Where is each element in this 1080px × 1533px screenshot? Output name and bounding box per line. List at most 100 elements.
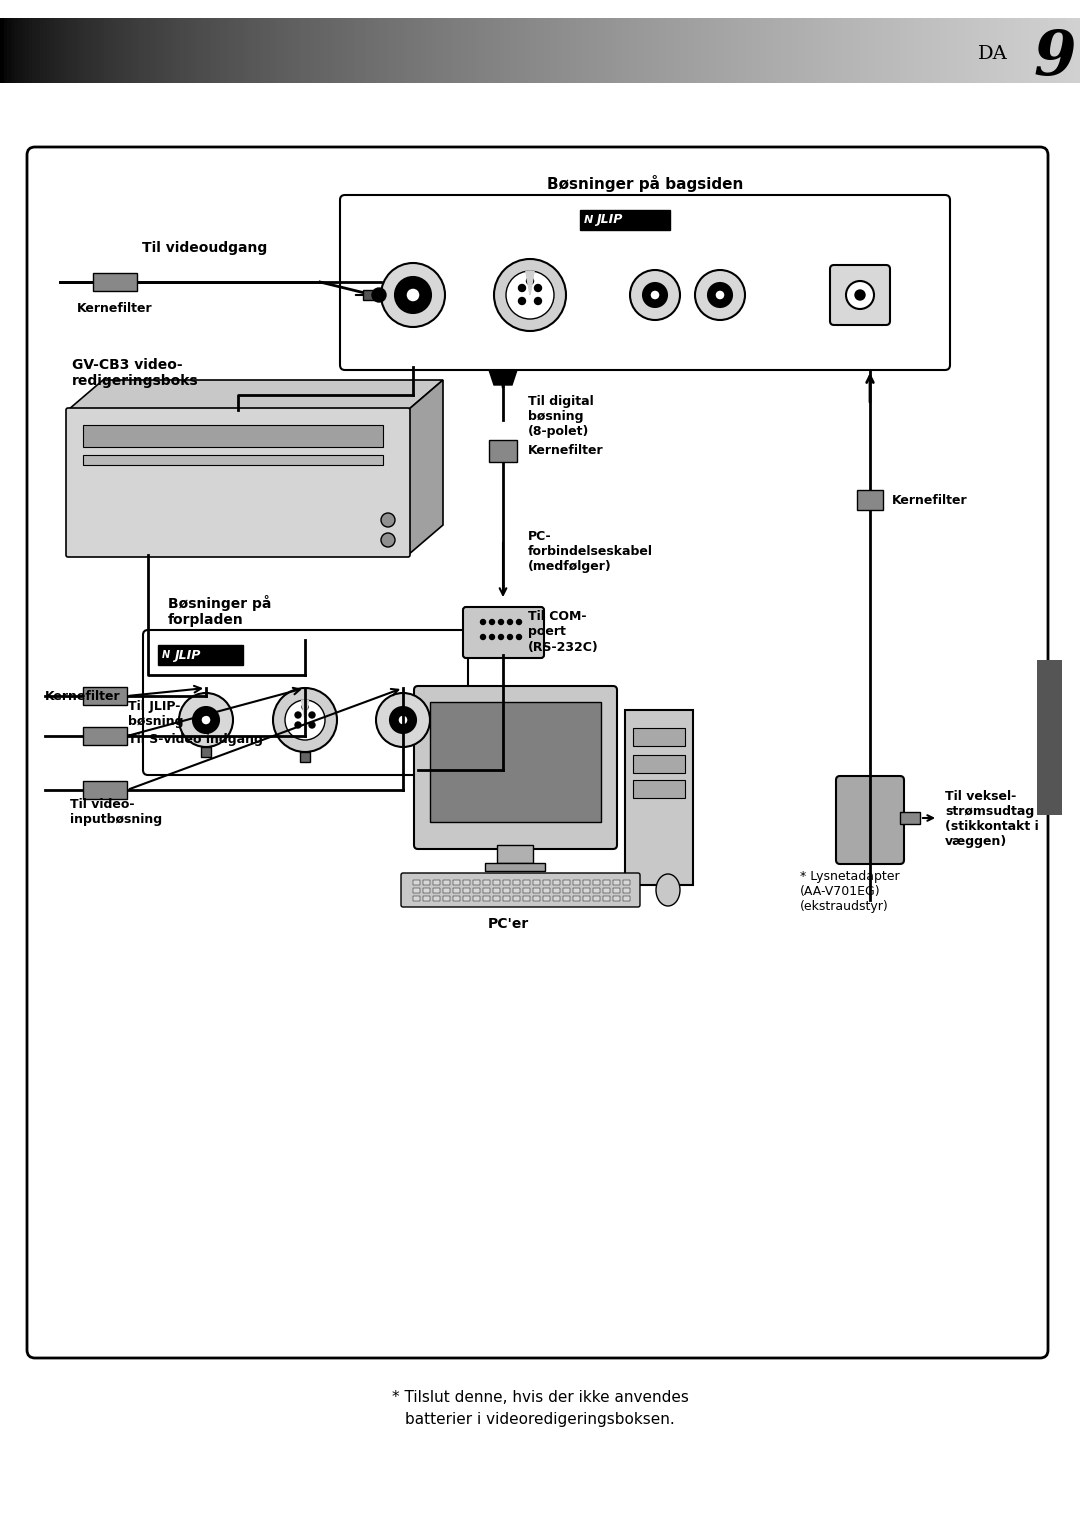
Bar bbox=[423, 880, 430, 885]
Bar bbox=[57, 18, 63, 83]
Circle shape bbox=[481, 635, 486, 639]
Bar bbox=[835, 18, 840, 83]
Bar bbox=[386, 18, 390, 83]
Bar bbox=[1004, 18, 1009, 83]
Bar bbox=[418, 18, 422, 83]
Bar bbox=[867, 18, 873, 83]
Circle shape bbox=[507, 271, 554, 319]
Bar bbox=[302, 18, 307, 83]
Text: Bøsninger på bagsiden: Bøsninger på bagsiden bbox=[546, 175, 743, 192]
Bar bbox=[633, 728, 685, 747]
Bar bbox=[907, 18, 912, 83]
Bar bbox=[349, 18, 354, 83]
Bar bbox=[14, 18, 19, 83]
Bar bbox=[583, 18, 588, 83]
Bar bbox=[353, 18, 357, 83]
Bar bbox=[824, 18, 829, 83]
Bar bbox=[940, 18, 944, 83]
Bar bbox=[921, 18, 927, 83]
Bar bbox=[40, 18, 44, 83]
Text: Til video-
inputbøsning: Til video- inputbøsning bbox=[70, 799, 162, 826]
Bar bbox=[810, 18, 814, 83]
Bar bbox=[68, 18, 73, 83]
Bar bbox=[281, 18, 285, 83]
Bar bbox=[630, 18, 635, 83]
Bar bbox=[62, 18, 66, 83]
Bar bbox=[572, 18, 577, 83]
Bar bbox=[662, 18, 667, 83]
Text: Til JLIP-
bøsning: Til JLIP- bøsning bbox=[129, 701, 184, 728]
Bar bbox=[18, 18, 23, 83]
Bar bbox=[194, 18, 199, 83]
Bar bbox=[485, 863, 545, 871]
Circle shape bbox=[390, 707, 416, 733]
Bar bbox=[625, 710, 693, 885]
Bar bbox=[83, 425, 383, 448]
Bar bbox=[608, 18, 613, 83]
Bar bbox=[432, 18, 436, 83]
Bar bbox=[483, 880, 490, 885]
Bar bbox=[500, 18, 505, 83]
Bar bbox=[1008, 18, 1013, 83]
Bar bbox=[137, 18, 141, 83]
Bar bbox=[889, 18, 894, 83]
Bar bbox=[0, 18, 4, 83]
Bar bbox=[1058, 18, 1063, 83]
Bar bbox=[360, 18, 365, 83]
Bar bbox=[727, 18, 732, 83]
Circle shape bbox=[518, 285, 526, 291]
Bar bbox=[389, 18, 393, 83]
Bar bbox=[580, 18, 584, 83]
Bar bbox=[248, 18, 253, 83]
Bar bbox=[51, 18, 55, 83]
Bar bbox=[724, 18, 728, 83]
Bar bbox=[270, 18, 274, 83]
Bar bbox=[116, 18, 120, 83]
Bar bbox=[597, 18, 603, 83]
Bar bbox=[464, 18, 469, 83]
Circle shape bbox=[650, 290, 660, 300]
Bar bbox=[154, 18, 160, 83]
Bar bbox=[300, 753, 310, 762]
Bar bbox=[446, 18, 451, 83]
Bar bbox=[267, 18, 271, 83]
Circle shape bbox=[643, 284, 667, 307]
Bar bbox=[554, 18, 559, 83]
Bar bbox=[872, 18, 876, 83]
Bar bbox=[929, 18, 933, 83]
Bar bbox=[523, 888, 530, 894]
Bar bbox=[93, 273, 137, 291]
Bar bbox=[32, 18, 37, 83]
Bar bbox=[508, 18, 512, 83]
Bar bbox=[548, 18, 552, 83]
Bar bbox=[299, 18, 303, 83]
Bar bbox=[969, 18, 973, 83]
Bar bbox=[781, 18, 786, 83]
Bar bbox=[818, 18, 822, 83]
Bar bbox=[802, 18, 808, 83]
Bar bbox=[926, 18, 930, 83]
Bar bbox=[1072, 18, 1078, 83]
Bar bbox=[986, 18, 991, 83]
Bar bbox=[461, 18, 465, 83]
Bar bbox=[828, 18, 833, 83]
Bar bbox=[583, 895, 590, 901]
Bar bbox=[234, 18, 239, 83]
Bar bbox=[111, 18, 117, 83]
Bar bbox=[198, 18, 203, 83]
Circle shape bbox=[846, 281, 874, 310]
Bar bbox=[886, 18, 890, 83]
Bar bbox=[900, 18, 905, 83]
Circle shape bbox=[715, 290, 725, 300]
Text: Til digital
bøsning
(8-polet): Til digital bøsning (8-polet) bbox=[528, 396, 594, 438]
Bar bbox=[381, 18, 387, 83]
Bar bbox=[1051, 18, 1056, 83]
Bar bbox=[473, 888, 480, 894]
Bar bbox=[882, 18, 887, 83]
Bar bbox=[473, 895, 480, 901]
Bar bbox=[893, 18, 897, 83]
Bar bbox=[875, 18, 879, 83]
Circle shape bbox=[309, 711, 315, 717]
Bar bbox=[83, 18, 87, 83]
Bar bbox=[950, 18, 955, 83]
